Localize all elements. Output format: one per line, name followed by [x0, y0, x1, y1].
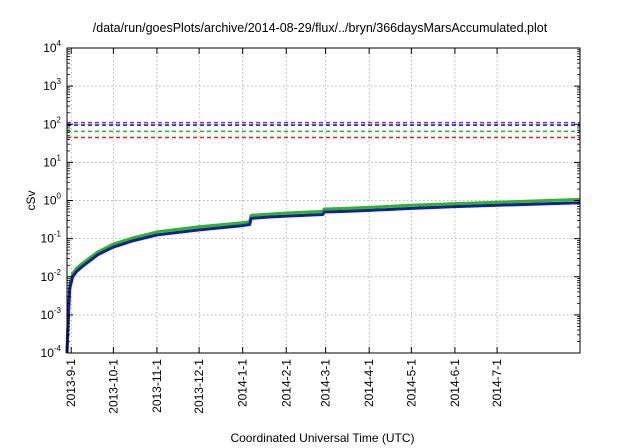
series-line	[65, 201, 581, 354]
y-tick-label: 10-3	[41, 306, 62, 322]
x-tick-label: 2014-1-1	[236, 359, 250, 407]
y-tick-label: 103	[43, 77, 61, 93]
x-tick-label: 2013-10-1	[106, 359, 120, 414]
reference-lines	[67, 121, 580, 139]
y-tick-label: 102	[43, 115, 61, 131]
grid	[67, 48, 580, 353]
y-tick-label: 104	[43, 39, 61, 55]
series-lines	[65, 197, 581, 354]
y-tick-label: 10-4	[41, 344, 62, 360]
x-tick-label: 2014-4-1	[362, 359, 376, 407]
y-tick-label: 101	[43, 153, 61, 169]
x-axis-ticks: 2013-9-1 2013-10-1 2013-11-1 2013-12-1 2014-…	[64, 48, 504, 414]
y-tick-label: 10-1	[41, 230, 62, 246]
x-tick-label: 2014-5-1	[404, 359, 418, 407]
x-tick-label: 2014-3-1	[319, 359, 333, 407]
x-tick-label: 2014-6-1	[448, 359, 462, 407]
series-line	[65, 197, 581, 354]
y-axis-ticks: 10-4 10-3 10-2 10-1 100 101 102 103 104	[41, 39, 580, 360]
y-axis-label: cSv	[24, 190, 38, 210]
x-tick-label: 2013-9-1	[64, 359, 78, 407]
x-tick-label: 2014-2-1	[279, 359, 293, 407]
x-tick-label: 2014-7-1	[490, 359, 504, 407]
x-tick-label: 2013-11-1	[150, 359, 164, 413]
y-tick-label: 10-2	[41, 268, 62, 284]
x-tick-label: 2013-12-1	[192, 359, 206, 414]
x-axis-label: Coordinated Universal Time (UTC)	[230, 431, 414, 445]
y-tick-label: 100	[43, 192, 61, 208]
chart-title: /data/run/goesPlots/archive/2014-08-29/f…	[92, 21, 548, 35]
